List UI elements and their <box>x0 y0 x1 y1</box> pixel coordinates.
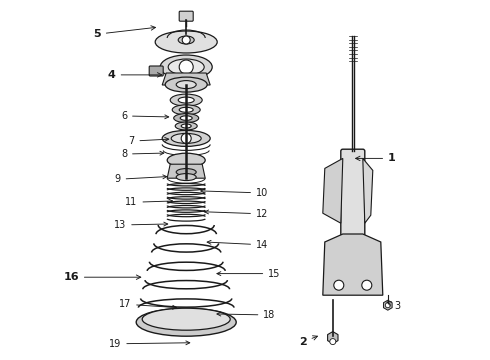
Ellipse shape <box>181 124 191 128</box>
Text: 5: 5 <box>93 26 155 39</box>
Ellipse shape <box>171 134 201 143</box>
Ellipse shape <box>170 94 202 106</box>
Ellipse shape <box>175 122 197 130</box>
Text: 15: 15 <box>217 269 281 279</box>
Ellipse shape <box>173 113 199 122</box>
Ellipse shape <box>179 107 193 112</box>
Ellipse shape <box>162 130 210 147</box>
Text: 18: 18 <box>217 310 275 320</box>
Circle shape <box>362 280 372 290</box>
Circle shape <box>385 303 391 308</box>
Text: 10: 10 <box>201 188 269 198</box>
Circle shape <box>182 36 190 44</box>
Text: 17: 17 <box>119 299 176 309</box>
Text: 11: 11 <box>125 197 172 207</box>
FancyBboxPatch shape <box>341 149 365 236</box>
Circle shape <box>334 280 344 290</box>
Text: 14: 14 <box>207 240 269 250</box>
Polygon shape <box>162 73 210 85</box>
Text: 2: 2 <box>299 336 318 347</box>
Polygon shape <box>167 164 205 178</box>
Text: 1: 1 <box>356 153 396 163</box>
Circle shape <box>330 339 336 345</box>
Text: 7: 7 <box>128 136 169 146</box>
Ellipse shape <box>167 153 205 167</box>
Polygon shape <box>323 158 343 223</box>
Text: 9: 9 <box>115 174 167 184</box>
Ellipse shape <box>172 105 200 115</box>
Text: 4: 4 <box>108 70 162 80</box>
Text: 12: 12 <box>205 209 269 219</box>
Ellipse shape <box>142 308 230 330</box>
Text: 6: 6 <box>121 111 169 121</box>
Text: 16: 16 <box>63 272 141 282</box>
Polygon shape <box>363 158 373 223</box>
Text: 19: 19 <box>109 339 190 349</box>
Ellipse shape <box>160 55 212 79</box>
Circle shape <box>181 134 191 143</box>
Ellipse shape <box>168 59 204 75</box>
Ellipse shape <box>165 77 207 92</box>
Text: 8: 8 <box>121 149 164 159</box>
Ellipse shape <box>178 97 194 103</box>
Text: 13: 13 <box>114 220 168 230</box>
Ellipse shape <box>178 36 194 44</box>
Ellipse shape <box>176 174 196 181</box>
Ellipse shape <box>176 81 196 89</box>
Polygon shape <box>323 234 383 295</box>
FancyBboxPatch shape <box>149 66 163 76</box>
Ellipse shape <box>155 31 217 53</box>
FancyBboxPatch shape <box>179 11 193 21</box>
Text: 3: 3 <box>387 301 400 311</box>
Ellipse shape <box>180 116 192 120</box>
Ellipse shape <box>136 308 236 336</box>
Circle shape <box>179 60 193 74</box>
Ellipse shape <box>176 168 196 176</box>
